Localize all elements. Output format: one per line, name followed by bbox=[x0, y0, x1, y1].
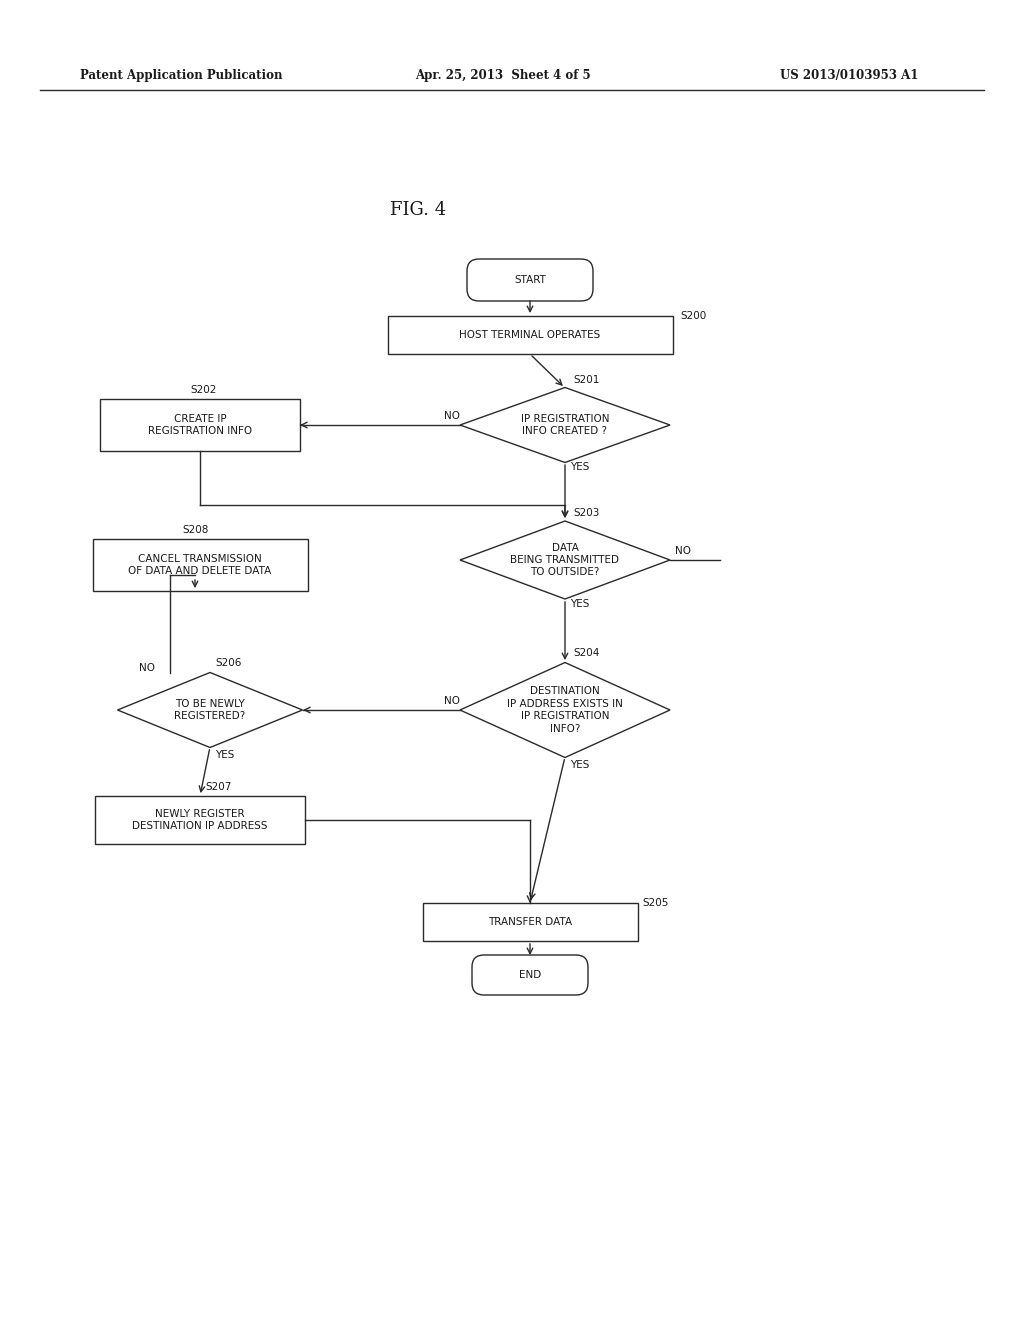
Text: S205: S205 bbox=[642, 898, 669, 908]
Text: S201: S201 bbox=[573, 375, 599, 385]
Text: TO BE NEWLY
REGISTERED?: TO BE NEWLY REGISTERED? bbox=[174, 698, 246, 721]
Text: YES: YES bbox=[570, 760, 590, 770]
Text: FIG. 4: FIG. 4 bbox=[390, 201, 446, 219]
Text: YES: YES bbox=[570, 599, 590, 609]
Text: IP REGISTRATION
INFO CREATED ?: IP REGISTRATION INFO CREATED ? bbox=[521, 413, 609, 436]
Bar bbox=[100, 399, 300, 451]
Text: HOST TERMINAL OPERATES: HOST TERMINAL OPERATES bbox=[460, 330, 601, 341]
Text: YES: YES bbox=[570, 462, 590, 473]
Text: YES: YES bbox=[215, 750, 234, 760]
Text: NO: NO bbox=[444, 696, 460, 706]
Polygon shape bbox=[460, 663, 670, 758]
FancyBboxPatch shape bbox=[472, 954, 588, 995]
Text: END: END bbox=[519, 970, 541, 979]
Bar bbox=[387, 315, 673, 354]
Text: NO: NO bbox=[675, 546, 691, 556]
Text: S203: S203 bbox=[573, 508, 599, 517]
Text: START: START bbox=[514, 275, 546, 285]
Text: S207: S207 bbox=[205, 781, 231, 792]
Text: Apr. 25, 2013  Sheet 4 of 5: Apr. 25, 2013 Sheet 4 of 5 bbox=[415, 69, 591, 82]
Text: S208: S208 bbox=[182, 525, 208, 535]
Text: NO: NO bbox=[444, 411, 460, 421]
Text: NEWLY REGISTER
DESTINATION IP ADDRESS: NEWLY REGISTER DESTINATION IP ADDRESS bbox=[132, 809, 267, 832]
Polygon shape bbox=[460, 521, 670, 599]
Text: CANCEL TRANSMISSION
OF DATA AND DELETE DATA: CANCEL TRANSMISSION OF DATA AND DELETE D… bbox=[128, 554, 271, 577]
Text: DATA
BEING TRANSMITTED
TO OUTSIDE?: DATA BEING TRANSMITTED TO OUTSIDE? bbox=[511, 543, 620, 577]
Text: Patent Application Publication: Patent Application Publication bbox=[80, 69, 283, 82]
Text: DESTINATION
IP ADDRESS EXISTS IN
IP REGISTRATION
INFO?: DESTINATION IP ADDRESS EXISTS IN IP REGI… bbox=[507, 686, 623, 734]
Polygon shape bbox=[460, 388, 670, 462]
Text: TRANSFER DATA: TRANSFER DATA bbox=[488, 917, 572, 927]
Text: S202: S202 bbox=[190, 385, 216, 395]
FancyBboxPatch shape bbox=[467, 259, 593, 301]
Text: NO: NO bbox=[139, 663, 155, 673]
Bar bbox=[95, 796, 305, 843]
Text: US 2013/0103953 A1: US 2013/0103953 A1 bbox=[780, 69, 919, 82]
Text: S204: S204 bbox=[573, 648, 599, 657]
Text: S206: S206 bbox=[215, 657, 242, 668]
Bar bbox=[423, 903, 638, 941]
Polygon shape bbox=[118, 672, 302, 747]
Bar bbox=[92, 539, 307, 591]
Text: CREATE IP
REGISTRATION INFO: CREATE IP REGISTRATION INFO bbox=[147, 413, 252, 436]
Text: S200: S200 bbox=[680, 312, 707, 321]
